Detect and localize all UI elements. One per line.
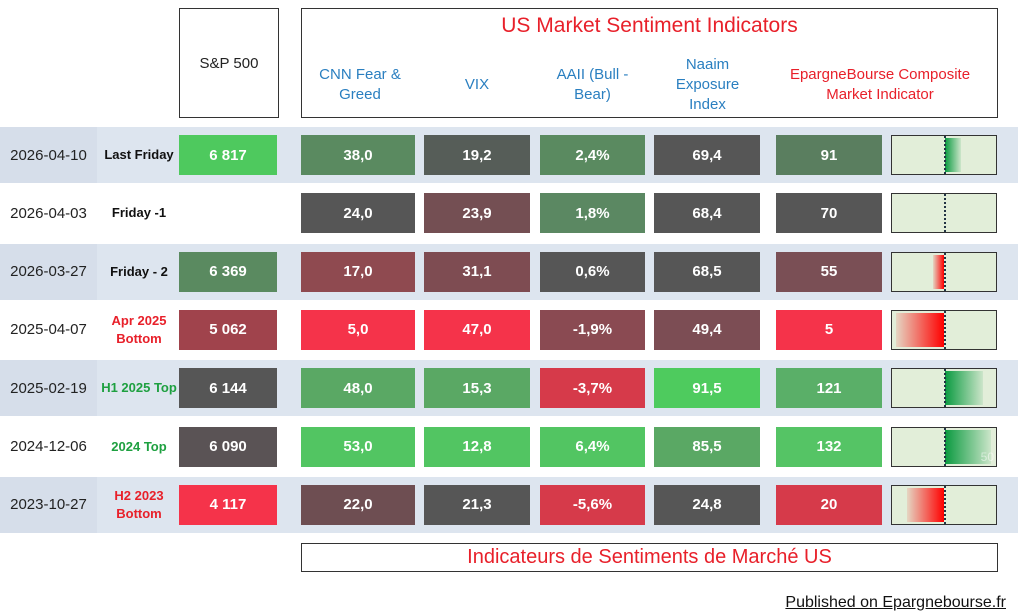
published-link[interactable]: Published on Epargnebourse.fr (785, 594, 1006, 611)
cell-vix: 47,0 (424, 309, 530, 350)
composite-bar-fill (945, 138, 961, 172)
composite-bar-midline (944, 252, 946, 291)
col-naaim: Naaim Exposure Index (675, 56, 740, 113)
cell-comp: 55 (776, 251, 882, 292)
row-date: 2025-02-19 (10, 379, 87, 397)
row-date: 2025-04-07 (10, 321, 87, 339)
cell-vix: 19,2 (424, 135, 530, 175)
cell-cnn: 38,0 (301, 135, 415, 175)
composite-bar (891, 309, 997, 350)
row-date: 2024-12-06 (10, 438, 87, 455)
cell-cnn: 48,0 (301, 368, 415, 409)
row-date: 2026-03-27 (10, 263, 87, 281)
composite-bar-midline (944, 485, 946, 524)
row-label: Apr 2025 Bottom (111, 312, 167, 346)
date-band (0, 127, 97, 183)
cell-aaii: -3,7% (540, 368, 645, 409)
col-composite: EpargneBourse Composite Market Indicator (789, 66, 971, 103)
composite-bar (891, 251, 997, 292)
cell-comp: 91 (776, 135, 882, 175)
cell-sp: 6 144 (179, 368, 277, 409)
cell-cnn: 22,0 (301, 484, 415, 525)
cell-aaii: -5,6% (540, 484, 645, 525)
cell-cnn: 5,0 (301, 309, 415, 350)
composite-bar (891, 193, 997, 234)
date-band (0, 360, 97, 417)
cell-vix: 31,1 (424, 251, 530, 292)
cell-naaim: 91,5 (654, 368, 760, 409)
sp500-label: S&P 500 (199, 55, 259, 72)
composite-bar (891, 135, 997, 175)
date-band (0, 476, 97, 533)
composite-bar-fill (895, 312, 944, 347)
composite-bar-fill (906, 487, 944, 522)
cell-vix: 15,3 (424, 368, 530, 409)
cell-cnn: 53,0 (301, 426, 415, 467)
page-title: US Market Sentiment Indicators (501, 14, 798, 37)
composite-bar-midline (944, 136, 946, 174)
composite-bar-fill (932, 254, 944, 289)
cell-comp: 5 (776, 309, 882, 350)
indicators-header (301, 8, 998, 118)
cell-cnn: 24,0 (301, 193, 415, 234)
row-label: Friday -1 (111, 205, 167, 221)
cell-naaim: 68,4 (654, 193, 760, 234)
cell-comp: 121 (776, 368, 882, 409)
composite-bar (891, 484, 997, 525)
col-aaii: AAII (Bull - Bear) (556, 66, 629, 103)
composite-bar-midline (944, 369, 946, 408)
composite-bar-midline (944, 194, 946, 233)
cell-comp: 70 (776, 193, 882, 234)
footer-title: Indicateurs de Sentiments de Marché US (467, 546, 832, 568)
row-label: H2 2023 Bottom (114, 487, 164, 521)
bar-label: 50 (980, 449, 994, 464)
cell-naaim: 49,4 (654, 309, 760, 350)
row-label: Friday - 2 (110, 263, 168, 279)
cell-aaii: 6,4% (540, 426, 645, 467)
footer-title-box: Indicateurs de Sentiments de Marché US (301, 543, 998, 572)
composite-bar-fill (945, 429, 992, 464)
cell-vix: 21,3 (424, 484, 530, 525)
row-label: Last Friday (104, 147, 174, 162)
col-vix: VIX (464, 76, 490, 93)
cell-cnn: 17,0 (301, 251, 415, 292)
composite-bar (891, 368, 997, 409)
cell-aaii: 2,4% (540, 135, 645, 175)
row-date: 2026-04-03 (10, 204, 87, 222)
composite-bar-midline (944, 310, 946, 349)
cell-comp: 132 (776, 426, 882, 467)
cell-naaim: 85,5 (654, 426, 760, 467)
cell-vix: 12,8 (424, 426, 530, 467)
row-label: H1 2025 Top (101, 380, 177, 396)
composite-bar-midline (944, 427, 946, 466)
col-cnn: CNN Fear & Greed (319, 66, 401, 103)
row-label: 2024 Top (111, 438, 167, 454)
cell-sp: 6 369 (179, 251, 277, 292)
row-date: 2023-10-27 (10, 496, 87, 514)
cell-aaii: -1,9% (540, 309, 645, 350)
cell-sp: 6 817 (179, 135, 277, 175)
cell-sp: 6 090 (179, 426, 277, 467)
cell-naaim: 69,4 (654, 135, 760, 175)
row-date: 2026-04-10 (10, 146, 87, 164)
cell-vix: 23,9 (424, 193, 530, 234)
cell-sp: 5 062 (179, 309, 277, 350)
date-band (0, 243, 97, 300)
cell-comp: 20 (776, 484, 882, 525)
cell-aaii: 1,8% (540, 193, 645, 234)
sp500-header: S&P 500 (179, 8, 279, 118)
cell-naaim: 24,8 (654, 484, 760, 525)
cell-naaim: 68,5 (654, 251, 760, 292)
cell-sp: 4 117 (179, 484, 277, 525)
cell-aaii: 0,6% (540, 251, 645, 292)
composite-bar: 50 (891, 426, 997, 467)
composite-bar-fill (945, 371, 983, 406)
